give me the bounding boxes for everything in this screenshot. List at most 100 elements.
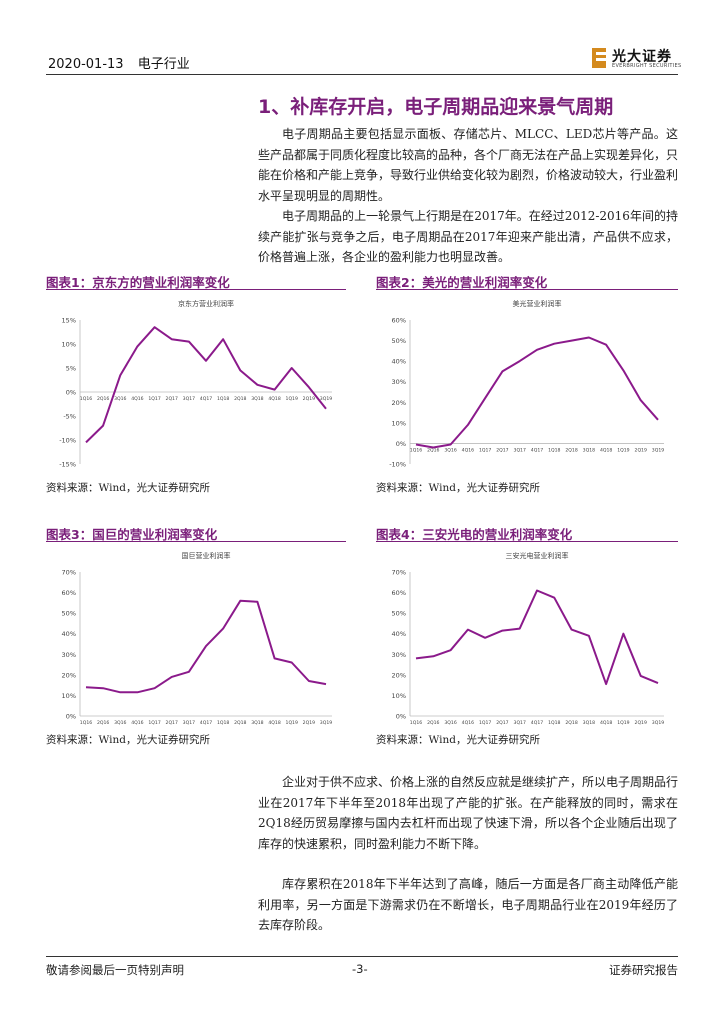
y-tick-label: 10% xyxy=(392,692,406,700)
page-number: -3- xyxy=(352,962,368,976)
x-tick-label: 3Q16 xyxy=(114,396,126,402)
x-tick-label: 2Q17 xyxy=(166,720,178,726)
y-tick-label: -5% xyxy=(63,413,76,421)
x-tick-label: 2Q17 xyxy=(496,720,508,726)
y-tick-label: 0% xyxy=(66,713,76,721)
x-tick-label: 2Q19 xyxy=(635,447,647,453)
x-tick-label: 1Q17 xyxy=(148,720,160,726)
paragraph-4: 库存累积在2018年下半年达到了高峰，随后一方面是各厂商主动降低产能利用率，另一… xyxy=(258,877,678,932)
chart-boe-margin: 京东方营业利润率 15% 10% 5% 0% -5% -10% -15% 1Q16 2Q16 3Q1… xyxy=(59,299,332,469)
paragraph-3: 企业对于供不应求、价格上涨的自然反应就是继续扩产，所以电子周期品行业在2017年… xyxy=(258,775,679,851)
y-tick-label: -15% xyxy=(59,461,76,469)
x-tick-label: 4Q18 xyxy=(600,447,612,453)
x-tick-label: 3Q16 xyxy=(114,720,126,726)
y-tick-label: 40% xyxy=(392,358,406,366)
y-tick-label: 20% xyxy=(392,399,406,407)
y-tick-label: 70% xyxy=(392,569,406,577)
x-tick-label: 1Q19 xyxy=(617,720,629,726)
y-tick-label: 0% xyxy=(66,389,76,397)
chart-micron-margin: 美光营业利润率 60% 50% 40% 30% 20% 10% 0% -10% 1Q16 2Q16 3… xyxy=(389,299,664,469)
x-tick-label: 4Q16 xyxy=(131,720,143,726)
figure-4-rule xyxy=(376,541,678,542)
figure-3-title: 图表3：国巨的营业利润率变化 xyxy=(46,527,218,542)
x-tick-label: 2Q18 xyxy=(234,720,246,726)
y-tick-label: 40% xyxy=(392,630,406,638)
x-tick-label: 1Q19 xyxy=(617,447,629,453)
x-tick-label: 4Q16 xyxy=(462,447,474,453)
x-tick-label: 1Q17 xyxy=(148,396,160,402)
x-tick-label: 4Q18 xyxy=(600,720,612,726)
x-tick-label: 2Q18 xyxy=(565,447,577,453)
x-tick-label: 3Q19 xyxy=(320,396,332,402)
y-tick-label: 0% xyxy=(396,440,406,448)
series-line xyxy=(85,326,327,444)
chart-title: 美光营业利润率 xyxy=(513,299,562,308)
y-tick-label: 70% xyxy=(62,569,76,577)
y-tick-label: 60% xyxy=(62,589,76,597)
y-tick-label: 10% xyxy=(392,419,406,427)
y-tick-label: -10% xyxy=(389,461,406,469)
x-tick-label: 2Q16 xyxy=(427,720,439,726)
figure-3-rule xyxy=(46,541,346,542)
x-tick-label: 1Q16 xyxy=(80,720,92,726)
x-tick-label: 1Q17 xyxy=(479,720,491,726)
x-tick-label: 4Q17 xyxy=(200,720,212,726)
x-tick-label: 2Q17 xyxy=(496,447,508,453)
x-tick-label: 3Q18 xyxy=(251,720,263,726)
section-title: 1、补库存开启，电子周期品迎来景气周期 xyxy=(258,96,614,118)
footer-rule xyxy=(46,956,678,957)
footer-disclaimer: 敬请参阅最后一页特别声明 xyxy=(46,963,184,977)
y-tick-label: 50% xyxy=(62,610,76,618)
figure-3-source: 资料来源：Wind，光大证券研究所 xyxy=(46,734,210,746)
series-line xyxy=(415,336,659,449)
y-tick-label: 0% xyxy=(396,713,406,721)
x-tick-label: 2Q17 xyxy=(166,396,178,402)
x-tick-label: 1Q17 xyxy=(479,447,491,453)
y-tick-label: 30% xyxy=(392,651,406,659)
figure-4-source: 资料来源：Wind，光大证券研究所 xyxy=(376,734,540,746)
x-tick-label: 4Q16 xyxy=(131,396,143,402)
figure-1-source: 资料来源：Wind，光大证券研究所 xyxy=(46,482,210,494)
header-rule xyxy=(46,74,678,75)
x-tick-label: 2Q18 xyxy=(234,396,246,402)
x-tick-label: 4Q17 xyxy=(200,396,212,402)
y-tick-label: -10% xyxy=(59,437,76,445)
y-tick-label: 40% xyxy=(62,630,76,638)
y-tick-label: 50% xyxy=(392,610,406,618)
y-tick-label: 5% xyxy=(66,365,76,373)
x-tick-label: 1Q18 xyxy=(548,720,560,726)
y-tick-label: 30% xyxy=(62,651,76,659)
x-tick-label: 3Q18 xyxy=(583,447,595,453)
x-tick-label: 1Q18 xyxy=(217,720,229,726)
x-tick-label: 2Q19 xyxy=(303,720,315,726)
x-tick-label: 3Q17 xyxy=(514,447,526,453)
x-tick-label: 1Q18 xyxy=(548,447,560,453)
report-date: 2020-01-13 xyxy=(48,57,124,72)
x-tick-label: 3Q17 xyxy=(514,720,526,726)
x-tick-label: 4Q18 xyxy=(268,396,280,402)
x-tick-label: 4Q18 xyxy=(268,720,280,726)
y-tick-label: 50% xyxy=(392,337,406,345)
x-tick-label: 2Q19 xyxy=(635,720,647,726)
x-tick-label: 3Q18 xyxy=(251,396,263,402)
figure-2-rule xyxy=(376,289,678,290)
x-tick-label: 1Q19 xyxy=(286,396,298,402)
y-tick-label: 60% xyxy=(392,317,406,325)
x-tick-label: 4Q17 xyxy=(531,720,543,726)
chart-sanan-margin: 三安光电营业利润率 70% 60% 50% 40% 30% 20% 10% 0% 1Q16 2Q16… xyxy=(392,551,665,726)
y-tick-label: 15% xyxy=(62,317,76,325)
x-tick-label: 1Q19 xyxy=(286,720,298,726)
chart-yageo-margin: 国巨营业利润率 70% 60% 50% 40% 30% 20% 10% 0% 1Q16 2Q16 3Q… xyxy=(62,551,333,726)
x-tick-label: 3Q16 xyxy=(444,720,456,726)
figure-1-rule xyxy=(46,289,346,290)
company-logo: 光大证券 EVERBRIGHT SECURITIES xyxy=(592,46,684,72)
figure-1-title: 图表1：京东方的营业利润率变化 xyxy=(46,275,230,290)
chart-title: 国巨营业利润率 xyxy=(182,551,231,560)
industry-label: 电子行业 xyxy=(137,57,190,72)
paragraph-1: 电子周期品主要包括显示面板、存储芯片、MLCC、LED芯片等产品。这些产品都属于… xyxy=(258,127,679,203)
figure-2-title: 图表2：美光的营业利润率变化 xyxy=(376,275,548,290)
x-tick-label: 2Q16 xyxy=(97,720,109,726)
paragraph-2: 电子周期品的上一轮景气上行期是在2017年。在经过2012-2016年间的持续产… xyxy=(258,209,678,264)
y-tick-label: 30% xyxy=(392,378,406,386)
page-header: 2020-01-13 电子行业 xyxy=(48,53,200,72)
